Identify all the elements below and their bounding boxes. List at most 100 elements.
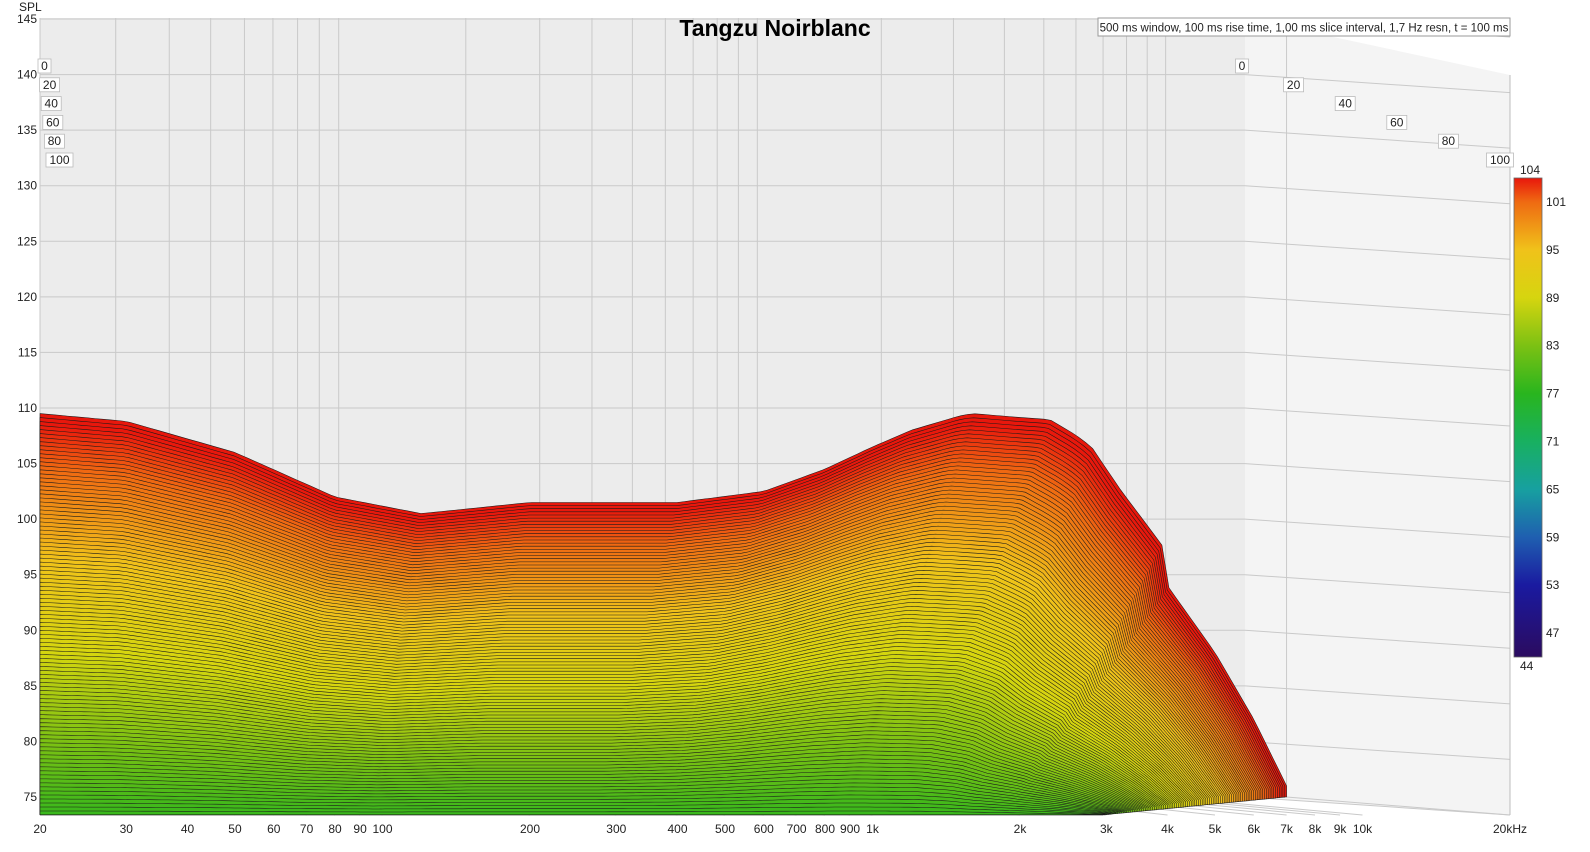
x-tick-label: 20 (33, 822, 47, 836)
y-tick-label: 85 (24, 679, 38, 693)
x-tick-label: 500 (715, 822, 735, 836)
y-tick-label: 105 (17, 457, 37, 471)
y-tick-label: 80 (24, 734, 38, 748)
x-tick-label: 9k (1334, 822, 1348, 836)
colorbar-tick-label: 65 (1546, 482, 1560, 496)
colorbar-tick-label: 59 (1546, 530, 1560, 544)
side-line-y (1244, 463, 1511, 483)
time-label-box (1486, 152, 1514, 168)
y-tick-label: 95 (24, 568, 38, 582)
y-tick-label: 75 (24, 790, 38, 804)
side-line-y (1244, 351, 1511, 371)
time-label-left: 80 (48, 134, 62, 148)
y-tick-label: 135 (17, 123, 37, 137)
y-axis-label: SPL (19, 0, 42, 14)
x-tick-label: 20kHz (1493, 822, 1527, 836)
chart-axes: 145 140 135 130 125 120 115 110 105 100 95 90 85 80 75… (17, 12, 1527, 836)
time-label-left: 60 (46, 115, 60, 129)
waterfall-slice (39, 810, 1106, 816)
x-tick-label: 30 (120, 822, 134, 836)
time-label: 40 (1339, 97, 1353, 111)
colorbar-tick-label: 71 (1546, 434, 1560, 448)
colorbar-tick-label: 101 (1546, 195, 1566, 209)
colorbar: 104 101 95 89 83 77 71 65 59 53 47 44 (1513, 163, 1566, 673)
x-tick-label: 800 (815, 822, 835, 836)
x-tick-label: 300 (606, 822, 626, 836)
time-label: 20 (1287, 78, 1301, 92)
time-label-box-left (39, 77, 60, 93)
time-label-box (1386, 115, 1408, 130)
time-label: 100 (1490, 153, 1510, 167)
x-tick-label: 50 (228, 822, 242, 836)
time-label-box-left (45, 152, 74, 168)
x-tick-label: 70 (300, 822, 314, 836)
time-label-left: 20 (43, 78, 57, 92)
chart-title: Tangzu Noirblanc (679, 15, 870, 41)
time-label-box-left (37, 58, 52, 74)
side-line-y (1244, 185, 1511, 205)
side-line-y (1244, 518, 1511, 538)
time-label-box (1235, 58, 1249, 74)
x-tick-label: 60 (267, 822, 281, 836)
colorbar-tick-label: 47 (1546, 626, 1560, 640)
side-line-y (1244, 240, 1511, 260)
time-label: 80 (1442, 134, 1456, 148)
x-tick-label: 4k (1161, 822, 1175, 836)
settings-text: 500 ms window, 100 ms rise time, 1,00 ms… (1100, 23, 1509, 35)
colorbar-tick-label: 104 (1520, 163, 1540, 177)
y-tick-label: 90 (24, 623, 38, 637)
x-tick-label: 2k (1014, 822, 1028, 836)
x-tick-label: 3k (1100, 822, 1114, 836)
y-tick-label: 140 (17, 68, 37, 82)
side-line-y (1244, 740, 1511, 760)
x-tick-label: 90 (353, 822, 367, 836)
x-tick-label: 8k (1309, 822, 1323, 836)
waterfall-surface (39, 413, 1287, 816)
x-tick-label: 10k (1353, 822, 1373, 836)
y-tick-label: 115 (18, 345, 37, 359)
colorbar-tick-label: 83 (1546, 339, 1560, 353)
side-line-y (1244, 685, 1511, 705)
time-label-box (1334, 96, 1356, 111)
colorbar-tick-label: 53 (1546, 578, 1560, 592)
side-line-y (1244, 129, 1511, 149)
x-tick-label: 200 (520, 822, 540, 836)
y-tick-label: 130 (17, 179, 37, 193)
colorbar-tick-label: 77 (1546, 387, 1560, 401)
colorbar-tick-label: 89 (1546, 291, 1560, 305)
time-label-box-left (40, 96, 62, 111)
side-line-y (1244, 796, 1511, 816)
time-label-left: 100 (49, 153, 69, 167)
x-tick-label: 40 (181, 822, 195, 836)
y-tick-label: 145 (17, 12, 37, 26)
x-tick-label: 6k (1247, 822, 1261, 836)
time-label-box-left (42, 115, 64, 130)
side-line-y (1244, 629, 1511, 649)
side-line-y (1244, 296, 1511, 316)
x-tick-label: 600 (754, 822, 774, 836)
time-label: 60 (1390, 115, 1404, 129)
time-label-left: 40 (45, 97, 59, 111)
side-line-y (1244, 574, 1511, 594)
y-tick-label: 120 (17, 290, 37, 304)
y-tick-label: 100 (17, 512, 37, 526)
time-label-box-left (44, 133, 65, 149)
x-tick-label: 400 (667, 822, 687, 836)
x-tick-label: 7k (1280, 822, 1294, 836)
x-tick-label: 5k (1209, 822, 1223, 836)
colorbar-tick-label: 44 (1520, 659, 1534, 673)
time-label-box (1283, 77, 1304, 93)
y-tick-label: 110 (18, 401, 37, 415)
x-tick-label: 100 (372, 822, 392, 836)
x-tick-label: 900 (840, 822, 860, 836)
x-tick-label: 80 (328, 822, 342, 836)
y-tick-label: 125 (17, 234, 37, 248)
settings-box: 500 ms window, 100 ms rise time, 1,00 ms… (1097, 17, 1511, 37)
time-label-box (1438, 133, 1459, 149)
colorbar-rect (1513, 177, 1543, 658)
time-label-left: 0 (41, 59, 48, 73)
side-line-y (1244, 407, 1511, 427)
x-tick-label: 1k (866, 822, 880, 836)
x-tick-label: 700 (787, 822, 807, 836)
